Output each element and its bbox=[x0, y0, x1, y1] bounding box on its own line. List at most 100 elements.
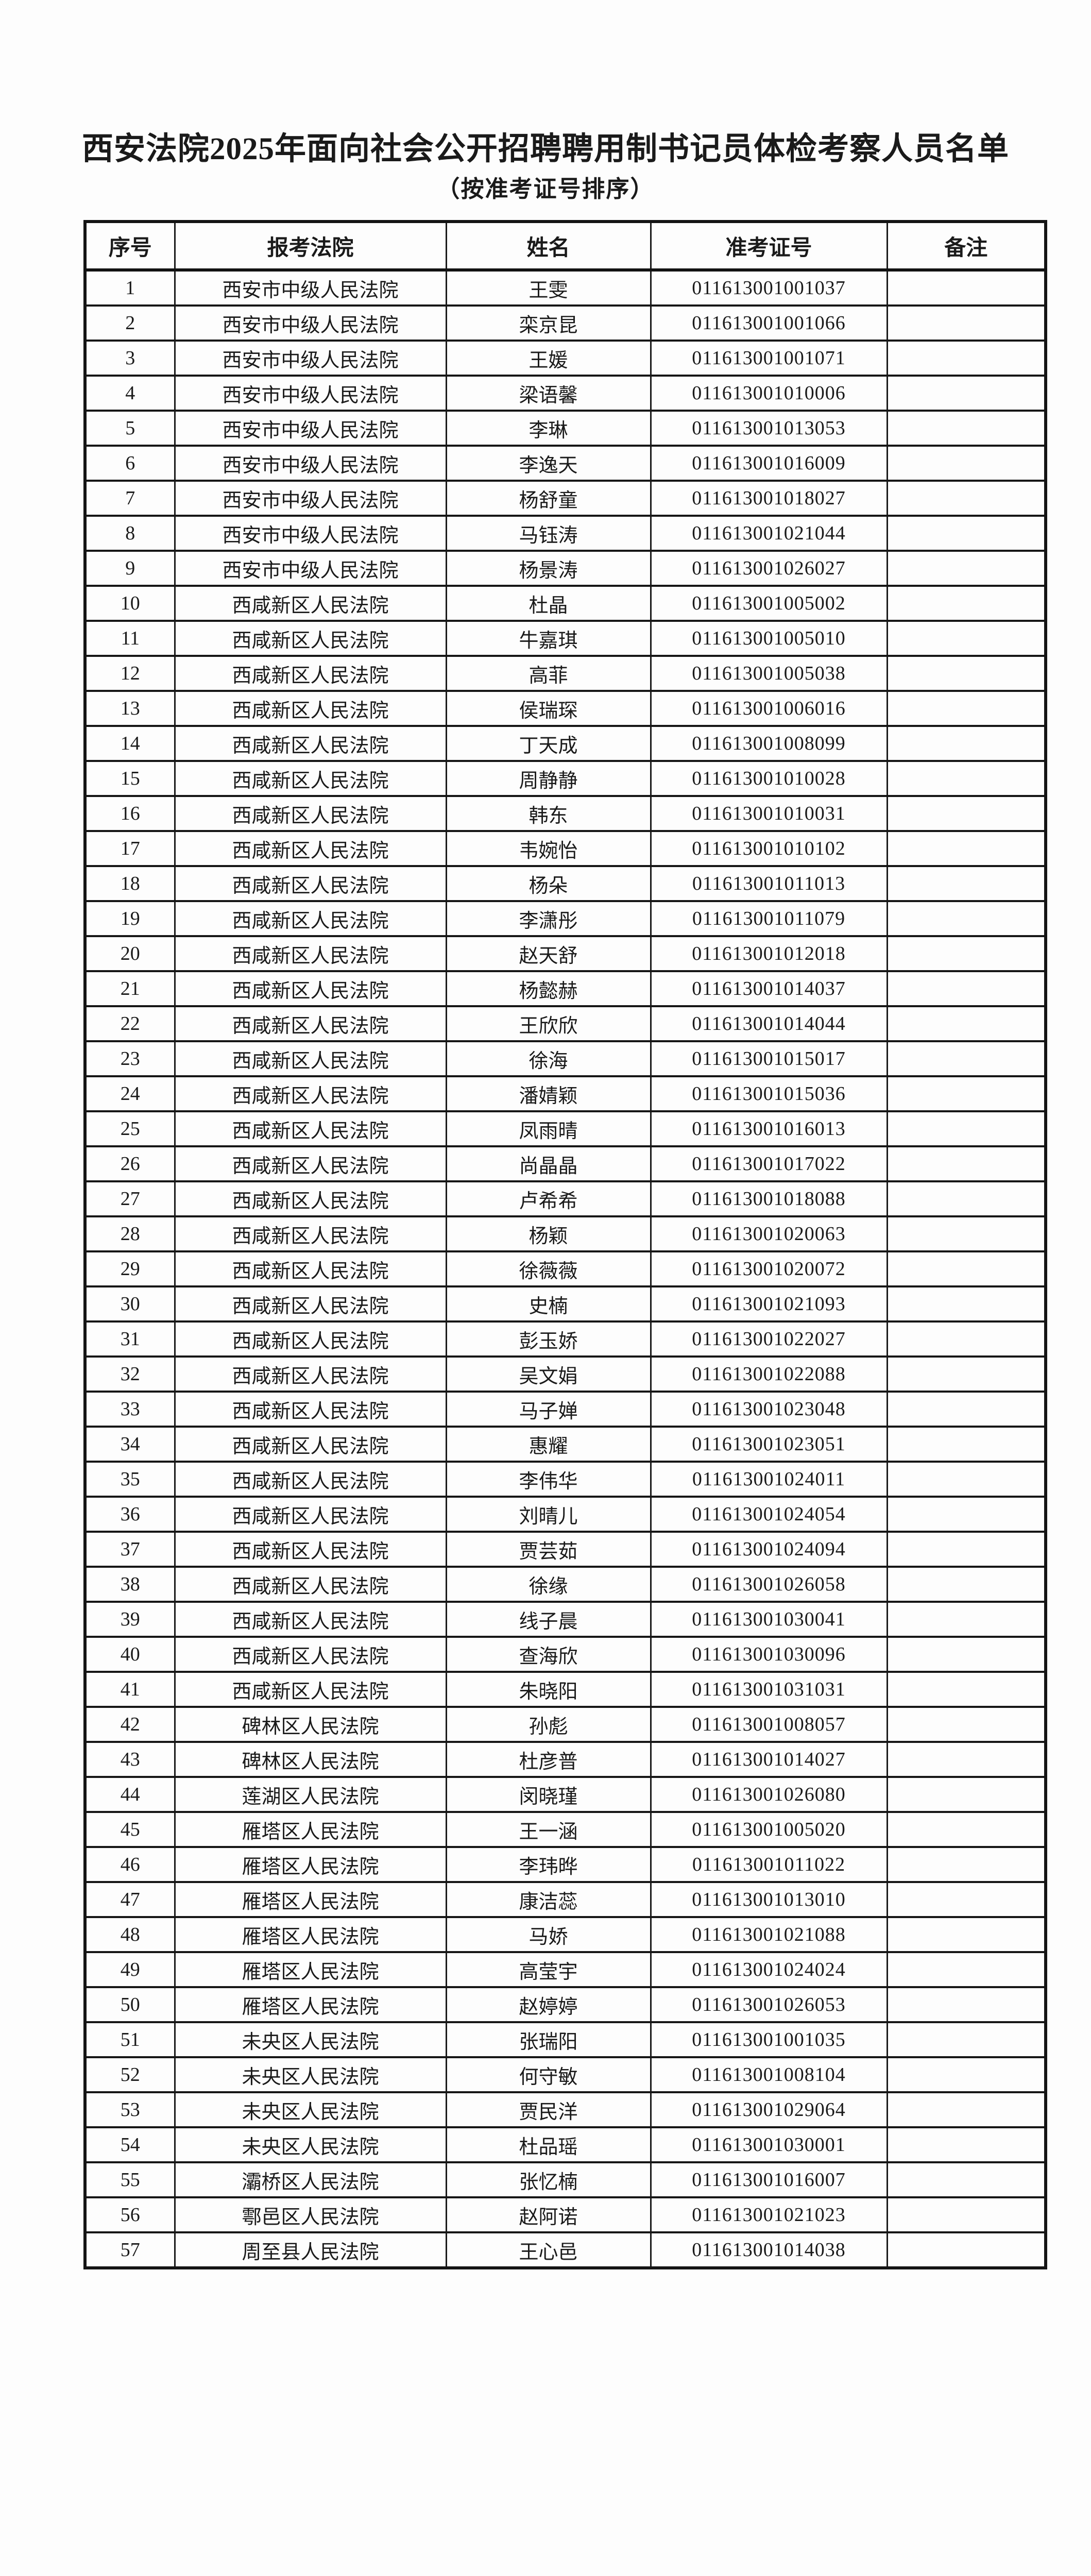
cell-name: 牛嘉琪 bbox=[445, 620, 652, 657]
cell-name: 查海欣 bbox=[445, 1636, 652, 1673]
cell-name: 丁天成 bbox=[445, 725, 652, 762]
table-row: 12 西咸新区人民法院 高菲 011613001005038 bbox=[84, 655, 1047, 692]
cell-index: 10 bbox=[84, 585, 176, 622]
cell-remark bbox=[886, 1951, 1047, 1988]
table-row: 54 未央区人民法院 杜品瑶 011613001030001 bbox=[84, 2126, 1047, 2163]
cell-ticket: 011613001020063 bbox=[650, 1215, 888, 1252]
table-row: 47 雁塔区人民法院 康洁蕊 011613001013010 bbox=[84, 1881, 1047, 1918]
cell-index: 19 bbox=[84, 900, 176, 937]
cell-remark bbox=[886, 1320, 1047, 1358]
cell-name: 贾民洋 bbox=[445, 2091, 652, 2128]
cell-ticket: 011613001013053 bbox=[650, 410, 888, 447]
cell-name: 孙彪 bbox=[445, 1706, 652, 1743]
cell-name: 李潇彤 bbox=[445, 900, 652, 937]
cell-court: 未央区人民法院 bbox=[174, 2056, 447, 2093]
cell-index: 38 bbox=[84, 1566, 176, 1603]
cell-name: 高菲 bbox=[445, 655, 652, 692]
cell-ticket: 011613001008104 bbox=[650, 2056, 888, 2093]
cell-index: 30 bbox=[84, 1285, 176, 1323]
cell-court: 西咸新区人民法院 bbox=[174, 1040, 447, 1077]
cell-name: 张瑞阳 bbox=[445, 2021, 652, 2058]
table-row: 56 鄠邑区人民法院 赵阿诺 011613001021023 bbox=[84, 2196, 1047, 2233]
cell-index: 45 bbox=[84, 1811, 176, 1848]
cell-court: 西咸新区人民法院 bbox=[174, 1250, 447, 1287]
cell-ticket: 011613001021088 bbox=[650, 1916, 888, 1953]
table-row: 40 西咸新区人民法院 查海欣 011613001030096 bbox=[84, 1636, 1047, 1673]
cell-index: 40 bbox=[84, 1636, 176, 1673]
cell-court: 碑林区人民法院 bbox=[174, 1706, 447, 1743]
cell-index: 18 bbox=[84, 865, 176, 902]
cell-name: 高莹宇 bbox=[445, 1951, 652, 1988]
cell-remark bbox=[886, 1496, 1047, 1533]
cell-court: 西咸新区人民法院 bbox=[174, 1355, 447, 1393]
cell-court: 雁塔区人民法院 bbox=[174, 1951, 447, 1988]
page-subtitle: （按准考证号排序） bbox=[436, 176, 655, 202]
cell-ticket: 011613001024054 bbox=[650, 1496, 888, 1533]
cell-remark bbox=[886, 1986, 1047, 2023]
cell-remark bbox=[886, 760, 1047, 797]
cell-ticket: 011613001011022 bbox=[650, 1846, 888, 1883]
table-row: 43 碑林区人民法院 杜彦普 011613001014027 bbox=[84, 1741, 1047, 1778]
cell-court: 西咸新区人民法院 bbox=[174, 1320, 447, 1358]
table-row: 35 西咸新区人民法院 李伟华 011613001024011 bbox=[84, 1461, 1047, 1498]
cell-court: 西安市中级人民法院 bbox=[174, 340, 447, 377]
table-row: 41 西咸新区人民法院 朱晓阳 011613001031031 bbox=[84, 1671, 1047, 1708]
cell-court: 雁塔区人民法院 bbox=[174, 1846, 447, 1883]
table-row: 38 西咸新区人民法院 徐缘 011613001026058 bbox=[84, 1566, 1047, 1603]
cell-index: 15 bbox=[84, 760, 176, 797]
table-row: 28 西咸新区人民法院 杨颖 011613001020063 bbox=[84, 1215, 1047, 1252]
cell-name: 史楠 bbox=[445, 1285, 652, 1323]
cell-ticket: 011613001010028 bbox=[650, 760, 888, 797]
cell-index: 48 bbox=[84, 1916, 176, 1953]
cell-name: 徐海 bbox=[445, 1040, 652, 1077]
cell-court: 西咸新区人民法院 bbox=[174, 690, 447, 727]
cell-ticket: 011613001014044 bbox=[650, 1005, 888, 1042]
cell-ticket: 011613001006016 bbox=[650, 690, 888, 727]
cell-remark bbox=[886, 269, 1047, 307]
cell-remark bbox=[886, 550, 1047, 587]
cell-court: 未央区人民法院 bbox=[174, 2126, 447, 2163]
cell-court: 西咸新区人民法院 bbox=[174, 1145, 447, 1182]
table-row: 29 西咸新区人民法院 徐薇薇 011613001020072 bbox=[84, 1250, 1047, 1287]
cell-ticket: 011613001001071 bbox=[650, 340, 888, 377]
cell-remark bbox=[886, 1426, 1047, 1463]
table-row: 5 西安市中级人民法院 李琳 011613001013053 bbox=[84, 410, 1047, 447]
cell-ticket: 011613001031031 bbox=[650, 1671, 888, 1708]
cell-court: 西安市中级人民法院 bbox=[174, 480, 447, 517]
cell-ticket: 011613001012018 bbox=[650, 935, 888, 972]
cell-name: 康洁蕊 bbox=[445, 1881, 652, 1918]
cell-remark bbox=[886, 480, 1047, 517]
cell-ticket: 011613001023051 bbox=[650, 1426, 888, 1463]
table-row: 46 雁塔区人民法院 李玮晔 011613001011022 bbox=[84, 1846, 1047, 1883]
cell-index: 36 bbox=[84, 1496, 176, 1533]
table-row: 24 西咸新区人民法院 潘婧颖 011613001015036 bbox=[84, 1075, 1047, 1112]
cell-court: 西咸新区人民法院 bbox=[174, 725, 447, 762]
cell-court: 西咸新区人民法院 bbox=[174, 830, 447, 867]
cell-remark bbox=[886, 1811, 1047, 1848]
cell-index: 41 bbox=[84, 1671, 176, 1708]
cell-court: 西咸新区人民法院 bbox=[174, 1005, 447, 1042]
cell-court: 雁塔区人民法院 bbox=[174, 1986, 447, 2023]
cell-name: 李玮晔 bbox=[445, 1846, 652, 1883]
table-row: 33 西咸新区人民法院 马子婵 011613001023048 bbox=[84, 1391, 1047, 1428]
table-row: 22 西咸新区人民法院 王欣欣 011613001014044 bbox=[84, 1005, 1047, 1042]
cell-name: 侯瑞琛 bbox=[445, 690, 652, 727]
cell-court: 西咸新区人民法院 bbox=[174, 865, 447, 902]
table-row: 49 雁塔区人民法院 高莹宇 011613001024024 bbox=[84, 1951, 1047, 1988]
cell-name: 赵天舒 bbox=[445, 935, 652, 972]
table-row: 6 西安市中级人民法院 李逸天 011613001016009 bbox=[84, 445, 1047, 482]
cell-ticket: 011613001001037 bbox=[650, 269, 888, 307]
cell-ticket: 011613001029064 bbox=[650, 2091, 888, 2128]
cell-name: 马钰涛 bbox=[445, 515, 652, 552]
column-header-index: 序号 bbox=[84, 221, 176, 272]
cell-ticket: 011613001030001 bbox=[650, 2126, 888, 2163]
cell-name: 栾京昆 bbox=[445, 304, 652, 342]
roster-table: 序号 报考法院 姓名 准考证号 备注 1 西安市中级人民法院 王雯 0116130010010… bbox=[83, 220, 1047, 2269]
cell-ticket: 011613001008099 bbox=[650, 725, 888, 762]
cell-ticket: 011613001013010 bbox=[650, 1881, 888, 1918]
cell-court: 西咸新区人民法院 bbox=[174, 1426, 447, 1463]
cell-ticket: 011613001005038 bbox=[650, 655, 888, 692]
cell-index: 3 bbox=[84, 340, 176, 377]
cell-remark bbox=[886, 1916, 1047, 1953]
table-row: 7 西安市中级人民法院 杨舒童 011613001018027 bbox=[84, 480, 1047, 517]
